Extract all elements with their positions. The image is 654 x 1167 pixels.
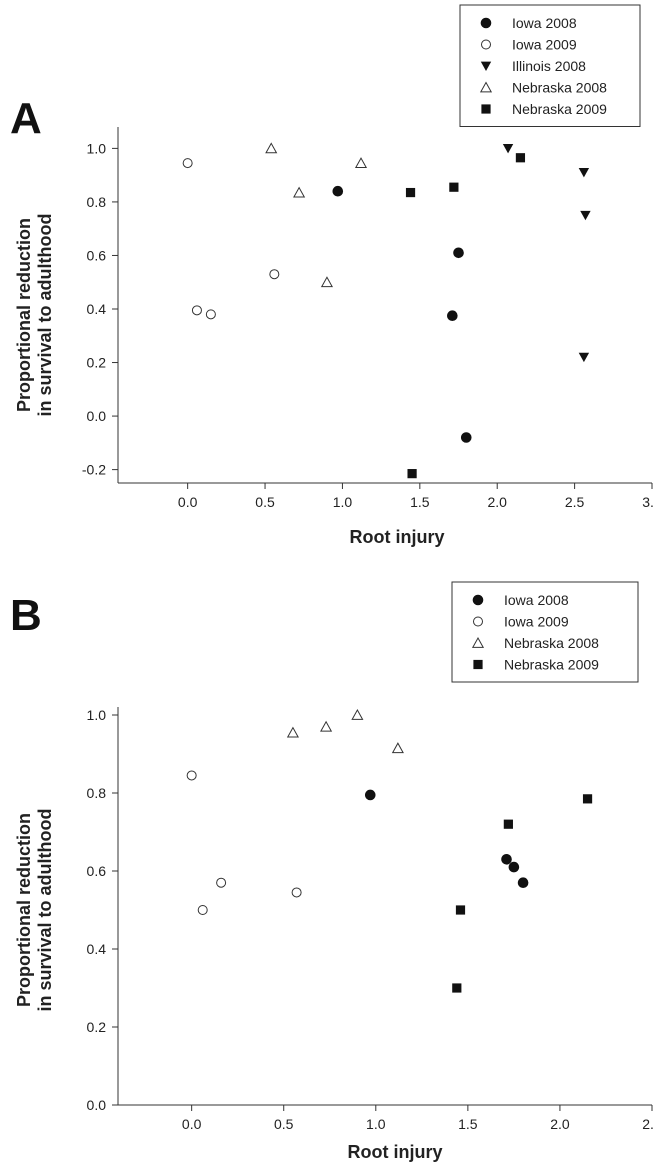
x-tick-label: 2.5 xyxy=(565,494,585,510)
y-axis-title-line: in survival to adulthood xyxy=(35,213,55,416)
data-point-iowa-2009 xyxy=(216,877,227,888)
legend-marker xyxy=(480,61,492,71)
data-point-illinois-2008 xyxy=(580,210,591,221)
panel-label: A xyxy=(10,94,42,143)
legend-marker xyxy=(481,104,491,114)
legend-marker xyxy=(479,81,493,93)
data-point-iowa-2009 xyxy=(182,158,193,169)
data-point-iowa-2008 xyxy=(501,854,512,865)
data-point-iowa-2008 xyxy=(460,432,472,443)
data-point-nebraska-2009 xyxy=(582,794,593,804)
data-point-nebraska-2009 xyxy=(503,819,513,829)
y-axis-title: Proportional reductionin survival to adu… xyxy=(14,213,55,416)
y-axis-title-line: in survival to adulthood xyxy=(35,808,55,1011)
y-tick-label: 0.2 xyxy=(87,355,107,371)
y-tick-label: 0.8 xyxy=(87,785,107,801)
legend-marker xyxy=(481,39,491,50)
data-point-nebraska-2008 xyxy=(351,709,364,720)
data-point-nebraska-2009 xyxy=(405,187,416,198)
x-axis-title: Root injury xyxy=(348,1142,443,1162)
data-point-illinois-2008 xyxy=(578,168,590,178)
legend-label: Nebraska 2009 xyxy=(512,101,607,117)
data-point-nebraska-2009 xyxy=(515,153,526,163)
data-point-nebraska-2008 xyxy=(320,276,334,288)
y-axis-title: Proportional reductionin survival to adu… xyxy=(14,808,55,1011)
panel-b: B 0.0 0.5 1.0 1.5 2.0 2.5 0.0 0.2 0.4 0.6 0.8 1.0 Roo… xyxy=(10,581,654,1162)
y-tick-label: 0.6 xyxy=(87,247,107,263)
y-tick-label: 0.0 xyxy=(87,408,107,424)
legend-marker xyxy=(480,17,492,29)
data-point-iowa-2009 xyxy=(291,887,302,898)
legend-marker xyxy=(473,659,483,670)
data-point-iowa-2009 xyxy=(186,770,197,781)
data-point-iowa-2008 xyxy=(517,877,529,889)
data-point-iowa-2009 xyxy=(191,305,202,316)
data-point-iowa-2009 xyxy=(269,269,280,280)
data-point-iowa-2008 xyxy=(447,310,458,321)
data-point-illinois-2008 xyxy=(502,143,514,154)
data-point-nebraska-2008 xyxy=(354,157,368,169)
data-point-nebraska-2008 xyxy=(286,726,299,738)
x-tick-label: 0.0 xyxy=(182,1116,202,1132)
x-tick-label: 3.0 xyxy=(642,494,654,510)
data-point-iowa-2008 xyxy=(453,247,464,259)
data-point-nebraska-2009 xyxy=(449,182,459,192)
data-point-nebraska-2008 xyxy=(265,142,278,154)
data-point-nebraska-2009 xyxy=(452,983,462,993)
y-tick-label: 0.0 xyxy=(87,1097,107,1113)
y-tick-label: 1.0 xyxy=(87,707,107,723)
y-tick-label: 0.6 xyxy=(87,863,107,879)
legend-label: Nebraska 2008 xyxy=(512,80,607,96)
x-tick-label: 1.0 xyxy=(366,1116,386,1132)
x-tick-label: 0.5 xyxy=(255,494,275,510)
legend-marker xyxy=(473,616,483,627)
data-point-nebraska-2008 xyxy=(320,720,333,732)
y-tick-label: 0.4 xyxy=(87,941,107,957)
y-tick-label: 0.8 xyxy=(87,194,107,210)
y-tick-label: 0.4 xyxy=(87,301,107,317)
legend-label: Iowa 2008 xyxy=(504,592,569,608)
x-tick-label: 1.5 xyxy=(410,494,430,510)
data-point-nebraska-2008 xyxy=(293,186,306,198)
data-point-illinois-2008 xyxy=(578,352,590,363)
data-point-iowa-2009 xyxy=(197,905,208,915)
legend-marker xyxy=(472,594,484,606)
data-point-nebraska-2009 xyxy=(407,469,417,479)
panel-label: B xyxy=(10,591,42,640)
y-axis-title-line: Proportional reduction xyxy=(14,813,34,1007)
y-axis-title-line: Proportional reduction xyxy=(14,218,34,412)
legend-label: Iowa 2008 xyxy=(512,15,577,31)
legend-label: Iowa 2009 xyxy=(512,37,577,53)
legend-label: Illinois 2008 xyxy=(512,58,586,74)
data-point-iowa-2008 xyxy=(508,861,520,873)
data-point-iowa-2009 xyxy=(205,309,216,320)
y-tick-label: 1.0 xyxy=(87,140,107,156)
data-point-iowa-2008 xyxy=(332,185,344,197)
legend-label: Nebraska 2009 xyxy=(504,657,599,673)
data-point-nebraska-2008 xyxy=(391,742,404,754)
x-tick-label: 2.0 xyxy=(487,494,507,510)
x-tick-label: 2.5 xyxy=(642,1116,654,1132)
legend-label: Iowa 2009 xyxy=(504,614,569,630)
legend-marker xyxy=(471,637,485,648)
x-tick-label: 0.5 xyxy=(274,1116,294,1132)
y-tick-label: -0.2 xyxy=(82,462,106,478)
x-tick-label: 2.0 xyxy=(550,1116,570,1132)
data-point-nebraska-2009 xyxy=(455,905,466,915)
panel-a: A 0.0 0.5 1.0 1.5 2.0 2.5 3.0 -0.2 0.0 0.2 0.4 0.6 0.… xyxy=(10,4,654,547)
x-tick-label: 0.0 xyxy=(178,494,198,510)
x-tick-label: 1.0 xyxy=(333,494,353,510)
x-axis-title: Root injury xyxy=(350,527,445,547)
y-tick-label: 0.2 xyxy=(87,1019,107,1035)
data-point-iowa-2008 xyxy=(364,789,376,801)
legend-label: Nebraska 2008 xyxy=(504,635,599,651)
x-tick-label: 1.5 xyxy=(458,1116,478,1132)
